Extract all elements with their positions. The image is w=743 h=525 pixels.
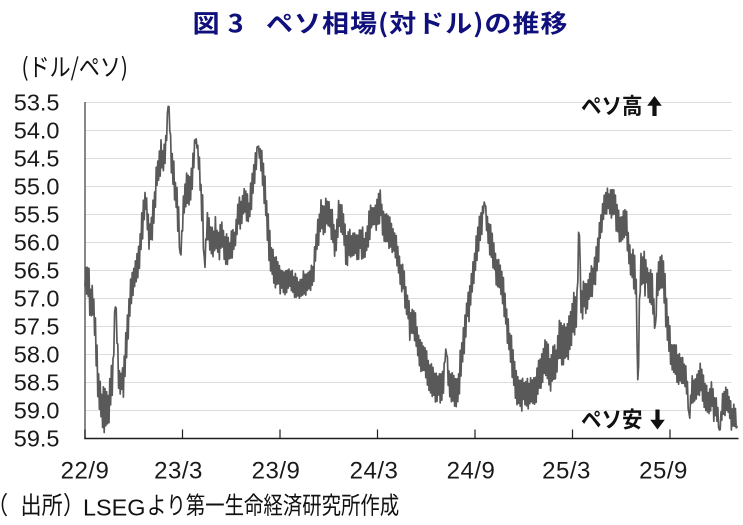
svg-text:58.0: 58.0 [14,341,60,367]
svg-text:57.5: 57.5 [14,313,60,339]
svg-text:24/9: 24/9 [447,458,496,485]
svg-text:54.0: 54.0 [14,117,60,143]
svg-text:58.5: 58.5 [14,369,60,395]
svg-text:55.0: 55.0 [14,173,60,199]
svg-text:57.0: 57.0 [14,285,60,311]
svg-text:56.0: 56.0 [14,229,60,255]
svg-text:59.5: 59.5 [14,425,60,451]
svg-text:54.5: 54.5 [14,145,60,171]
svg-text:25/3: 25/3 [542,458,591,485]
svg-text:23/9: 23/9 [252,458,301,485]
svg-text:22/9: 22/9 [61,458,110,485]
svg-text:59.0: 59.0 [14,397,60,423]
svg-text:23/3: 23/3 [154,458,203,485]
svg-text:55.5: 55.5 [14,201,60,227]
svg-text:24/3: 24/3 [350,458,399,485]
svg-text:25/9: 25/9 [639,458,688,485]
svg-text:53.5: 53.5 [14,89,60,115]
svg-text:LSEG: LSEG [83,494,145,520]
svg-text:56.5: 56.5 [14,257,60,283]
